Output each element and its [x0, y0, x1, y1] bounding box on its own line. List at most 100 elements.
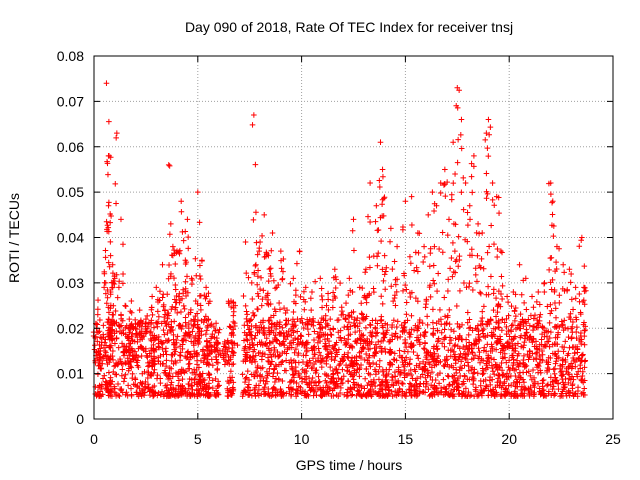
- data-point: [473, 336, 479, 342]
- data-point: [170, 332, 177, 338]
- data-point: [580, 321, 587, 328]
- data-point: [338, 376, 345, 382]
- data-point: [190, 322, 197, 329]
- data-point: [260, 330, 267, 337]
- data-point: [192, 298, 199, 304]
- data-point: [138, 353, 145, 359]
- data-point: [375, 250, 382, 256]
- data-point: [243, 374, 250, 381]
- data-point: [271, 365, 278, 372]
- data-point: [244, 337, 251, 344]
- data-point: [337, 280, 343, 286]
- data-point: [531, 315, 537, 322]
- data-point: [476, 349, 483, 355]
- data-point: [485, 283, 491, 290]
- data-point: [330, 376, 337, 382]
- data-point: [304, 347, 310, 354]
- data-point: [166, 337, 172, 344]
- data-point: [475, 322, 481, 329]
- data-point: [499, 327, 505, 334]
- data-point: [123, 343, 130, 349]
- data-point: [489, 345, 496, 352]
- data-point: [151, 383, 158, 389]
- data-point: [459, 336, 465, 343]
- data-point: [111, 330, 118, 337]
- data-point: [344, 389, 350, 396]
- data-point: [488, 329, 495, 336]
- data-point: [337, 334, 344, 341]
- data-point: [292, 300, 299, 307]
- data-point: [503, 359, 510, 366]
- data-point: [396, 347, 403, 354]
- data-point: [552, 365, 558, 372]
- data-point: [304, 316, 311, 323]
- data-point: [414, 334, 420, 341]
- data-point: [515, 350, 522, 357]
- data-point: [336, 346, 342, 353]
- data-point: [184, 273, 190, 280]
- data-point: [489, 197, 496, 203]
- data-point: [469, 374, 476, 380]
- data-point: [107, 344, 114, 351]
- data-point: [530, 367, 536, 373]
- data-point: [486, 243, 492, 250]
- data-point: [151, 332, 158, 339]
- data-point: [435, 353, 441, 359]
- data-point: [203, 327, 210, 334]
- data-point: [251, 312, 258, 318]
- data-point: [117, 356, 123, 362]
- data-point: [352, 338, 359, 345]
- data-point: [250, 348, 256, 355]
- data-point: [106, 359, 112, 366]
- data-point: [253, 209, 259, 216]
- data-point: [222, 361, 228, 368]
- data-point: [96, 328, 103, 334]
- data-point: [391, 357, 398, 363]
- data-point: [573, 314, 579, 321]
- data-point: [162, 370, 169, 376]
- data-point: [477, 382, 484, 389]
- data-point: [317, 392, 324, 399]
- data-point: [378, 349, 385, 355]
- data-point: [495, 302, 502, 308]
- data-point: [342, 339, 349, 346]
- data-point: [95, 348, 102, 355]
- data-point: [323, 302, 330, 309]
- data-point: [352, 381, 358, 388]
- data-point: [552, 390, 558, 397]
- data-point: [555, 348, 562, 355]
- data-point: [357, 320, 363, 326]
- data-point: [461, 280, 467, 286]
- data-point: [102, 353, 108, 360]
- data-point: [187, 351, 193, 358]
- data-point: [120, 271, 126, 277]
- data-point: [128, 309, 135, 316]
- data-point: [276, 323, 283, 330]
- data-point: [96, 358, 103, 364]
- data-point: [194, 353, 200, 359]
- data-point: [106, 333, 112, 339]
- data-point: [148, 373, 155, 379]
- data-point: [310, 315, 316, 322]
- data-point: [509, 340, 516, 347]
- data-point: [106, 118, 112, 125]
- data-point: [439, 229, 446, 236]
- data-point: [191, 393, 198, 399]
- data-point: [576, 291, 583, 297]
- data-point: [205, 290, 212, 297]
- data-point: [428, 391, 434, 398]
- data-point: [144, 354, 151, 361]
- data-point: [299, 366, 306, 373]
- data-point: [294, 260, 300, 267]
- data-point: [445, 347, 452, 354]
- data-point: [161, 318, 168, 325]
- data-point: [534, 299, 540, 305]
- data-point: [483, 170, 490, 177]
- data-point: [253, 261, 259, 268]
- data-point: [186, 381, 192, 387]
- data-point: [412, 249, 419, 256]
- data-point: [317, 275, 324, 282]
- data-point: [581, 364, 588, 371]
- data-point: [319, 304, 325, 311]
- data-point: [378, 313, 385, 320]
